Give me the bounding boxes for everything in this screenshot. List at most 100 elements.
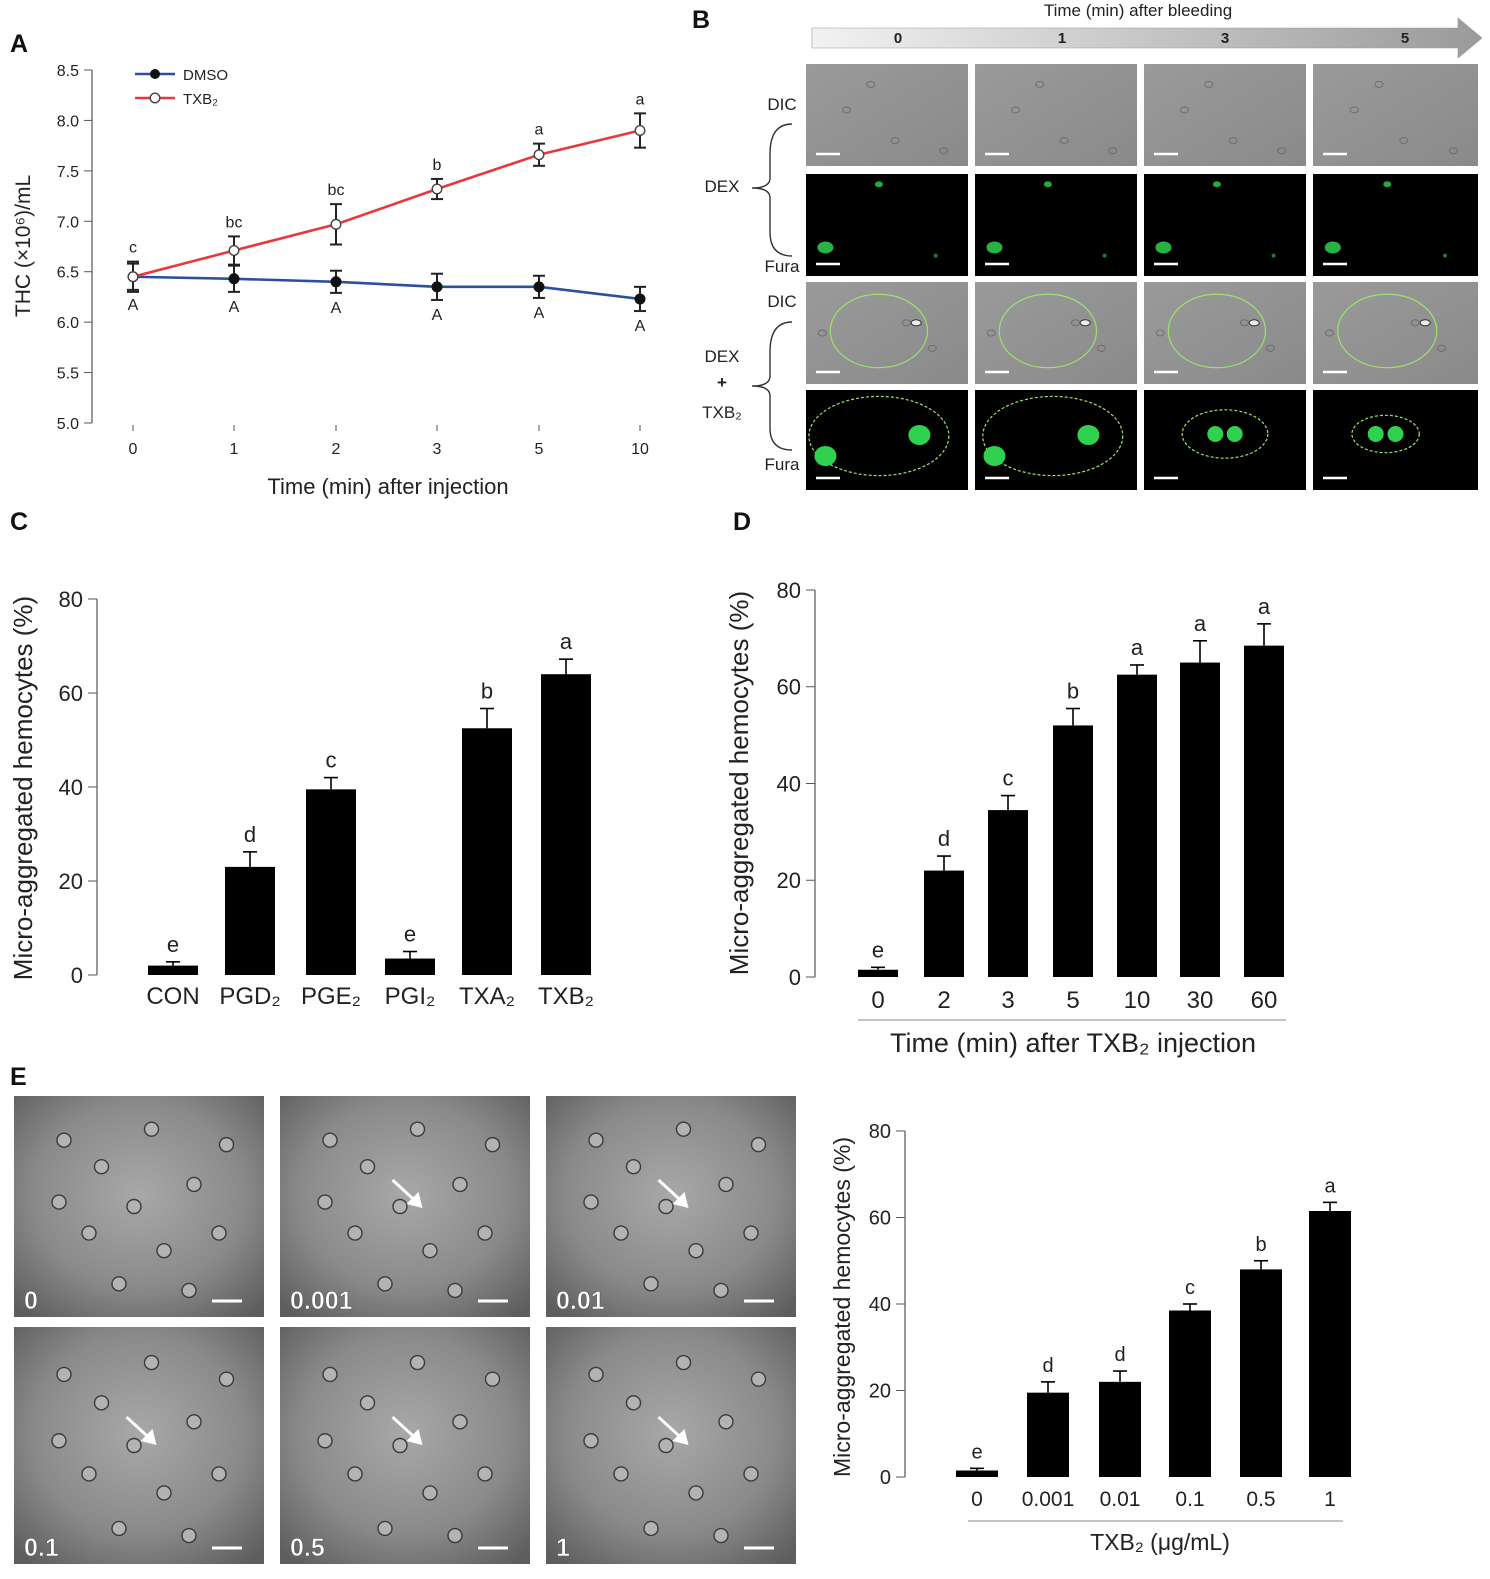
y-tick-label-e: 80: [869, 1121, 891, 1143]
panel-d: D 0 20 40 60 80 e 0 d 2 c 3 b 5 a 10 a 30 a 60 Micro-aggreg…: [724, 508, 1286, 1058]
hemocyte-cell: [111, 1276, 127, 1292]
hemocyte-cell: [322, 1366, 338, 1383]
hemocyte-cell: [156, 1242, 172, 1259]
x-tick-label-c: TXA₂: [459, 983, 515, 1010]
hemocyte-cell: [377, 1520, 393, 1537]
fluorescence-micrograph: [1144, 174, 1306, 276]
aggregate-circle: [1351, 414, 1420, 454]
fluorescence-micrograph: [975, 174, 1137, 276]
row-label-fura-1: Fura: [765, 257, 801, 276]
fluorescence-micrograph: [975, 390, 1137, 490]
y-tick-label-c: 40: [59, 775, 83, 800]
time-label-5: 5: [1401, 30, 1409, 47]
bar-c: [148, 965, 198, 975]
x-tick-label-e: 0.1: [1175, 1488, 1204, 1511]
legend-label-txb2: TXB₂: [183, 91, 218, 108]
group-label-dex-txb2-plus: +: [717, 373, 727, 392]
hemocyte-cell: [392, 1437, 408, 1454]
x-tick-label-d: 0: [871, 987, 884, 1014]
fluorescence-micrograph: [1144, 390, 1306, 490]
fluorescent-cell: [1207, 426, 1224, 442]
hemocyte-cell: [143, 1354, 160, 1371]
x-tick-label-c: PGE₂: [301, 983, 361, 1010]
significance-letter-c: e: [404, 922, 416, 947]
chart-c-bar: 0 20 40 60 80 e CON d PGD₂ c PGE₂ e PGI₂ b TXA₂ a TXB₂ Mi…: [8, 587, 594, 1010]
significance-letter-txb2: bc: [328, 182, 345, 199]
x-tick-label-a: 10: [631, 441, 649, 458]
hemocyte-cell: [359, 1159, 376, 1175]
y-tick-label-c: 20: [59, 869, 83, 894]
hemocyte-cell: [211, 1466, 227, 1482]
fluorescent-cell: [1077, 425, 1100, 445]
concentration-label: 0.001: [290, 1287, 353, 1315]
y-tick-label-d: 60: [777, 675, 801, 700]
hemocyte-cell: [218, 1371, 235, 1387]
significance-letter-e: e: [971, 1441, 982, 1463]
chart-d-bar: 0 20 40 60 80 e 0 d 2 c 3 b 5 a 10 a 30 a 60 Micro-aggregat…: [724, 578, 1286, 1058]
group-label-dex-txb2-line1: DEX: [705, 347, 740, 366]
hemocyte-cell: [181, 1527, 197, 1544]
fluorescent-cell: [817, 241, 834, 254]
hemocyte-cell: [218, 1136, 235, 1153]
hemocyte-cell: [750, 1136, 767, 1153]
concentration-label: 0.5: [290, 1534, 325, 1562]
y-tick-label-e: 20: [869, 1381, 891, 1403]
hemocyte-cell: [81, 1225, 97, 1241]
hemocyte-cell: [347, 1466, 363, 1482]
fluorescent-cell: [1367, 426, 1384, 442]
hemocyte-cell: [156, 1485, 172, 1501]
bar-d: [1180, 662, 1220, 977]
chart-e-bar: 0 20 40 60 80 e 0 d 0.001 d 0.01 c 0.1 b 0.5 a 1 Micro-ag…: [829, 1121, 1351, 1555]
y-tick-label-e: 0: [880, 1467, 891, 1489]
x-tick-label-d: 60: [1251, 987, 1278, 1014]
hemocyte-cell: [211, 1225, 227, 1241]
x-tick-label-c: CON: [146, 983, 199, 1010]
hemocyte-cell: [1448, 147, 1458, 155]
concentration-label: 0.01: [556, 1287, 605, 1315]
hemocyte-cell: [625, 1395, 642, 1411]
hemocyte-cell: [718, 1414, 734, 1430]
significance-letter-d: a: [1131, 635, 1144, 660]
x-tick-label-e: 0.5: [1246, 1488, 1275, 1511]
y-tick-label-e: 60: [869, 1208, 891, 1230]
significance-letter-d: a: [1194, 611, 1207, 636]
hemocyte-cell: [181, 1282, 197, 1299]
hemocyte-cell: [447, 1527, 463, 1544]
hemocyte-cell: [1265, 344, 1275, 352]
bar-d: [1244, 645, 1284, 977]
bar-d: [988, 810, 1028, 977]
bar-c: [541, 674, 591, 975]
bar-d: [858, 969, 898, 977]
bar-c: [306, 789, 356, 975]
x-tick-label-e: 1: [1324, 1488, 1336, 1511]
dic-micrograph: [806, 64, 968, 166]
x-axis-label-e: TXB₂ (μg/mL): [1090, 1529, 1230, 1555]
aggregate-circle: [829, 293, 929, 369]
hemocyte-cell: [625, 1159, 642, 1175]
fluorescent-cell: [1155, 241, 1172, 254]
bar-c: [225, 866, 275, 975]
hemocyte-cell: [81, 1466, 97, 1482]
time-arrow-title: Time (min) after bleeding: [1044, 1, 1232, 20]
hemocyte-cell: [477, 1225, 493, 1241]
hemocyte-cell: [1035, 80, 1045, 88]
hemocyte-cell: [817, 329, 827, 337]
hemocyte-cell: [658, 1437, 674, 1454]
significance-letter-d: c: [1003, 766, 1014, 791]
y-tick-label-a: 6.0: [57, 315, 79, 332]
bar-d: [924, 870, 964, 977]
significance-letter-e: d: [1042, 1355, 1053, 1377]
significance-letter-c: c: [326, 748, 337, 773]
fluorescent-cell: [1212, 181, 1221, 188]
x-tick-label-e: 0.001: [1022, 1488, 1075, 1511]
hemocyte-cell: [1108, 147, 1118, 155]
panel-a-letter: A: [10, 30, 28, 58]
x-tick-label-d: 3: [1001, 987, 1014, 1014]
significance-letter-c: d: [244, 822, 256, 847]
x-tick-label-d: 30: [1187, 987, 1214, 1014]
significance-letter-e: a: [1324, 1175, 1336, 1197]
x-tick-label-d: 10: [1124, 987, 1151, 1014]
hemocyte-cell: [1239, 319, 1249, 327]
fluorescence-micrograph: [806, 174, 968, 276]
